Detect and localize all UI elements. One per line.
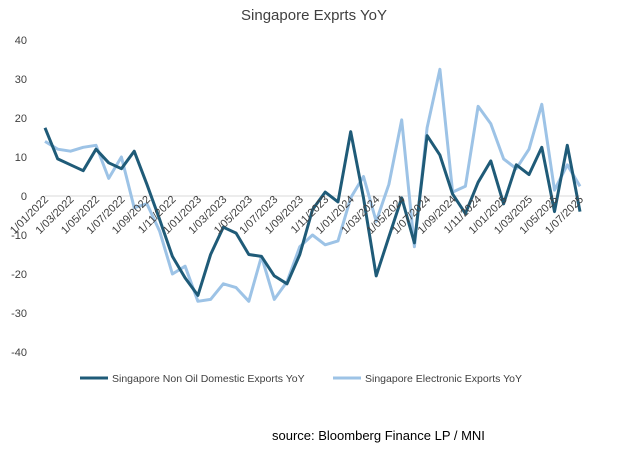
x-axis: 1/01/20221/03/20221/05/20221/07/20221/09…	[8, 194, 586, 237]
legend: Singapore Non Oil Domestic Exports YoY S…	[80, 373, 522, 385]
y-tick-label: 40	[15, 35, 27, 47]
y-tick-label: -30	[11, 308, 27, 320]
source-note: source: Bloomberg Finance LP / MNI	[272, 428, 485, 443]
y-axis: 40 30 20 10 0 -10 -20 -30 -40	[11, 35, 27, 359]
legend-label-non-oil: Singapore Non Oil Domestic Exports YoY	[112, 373, 305, 385]
legend-label-electronic: Singapore Electronic Exports YoY	[365, 373, 522, 385]
series-line-electronic	[44, 67, 582, 303]
series-line-non-oil	[43, 127, 582, 297]
y-tick-label: -40	[11, 347, 27, 359]
y-tick-label: 20	[15, 113, 27, 125]
chart-title: Singapore Exprts YoY	[241, 7, 387, 24]
y-tick-label: 0	[21, 191, 27, 203]
y-tick-label: 10	[15, 152, 27, 164]
y-tick-label: -10	[11, 230, 27, 242]
y-tick-label: -20	[11, 269, 27, 281]
y-tick-label: 30	[15, 74, 27, 86]
series-lines	[43, 67, 582, 303]
